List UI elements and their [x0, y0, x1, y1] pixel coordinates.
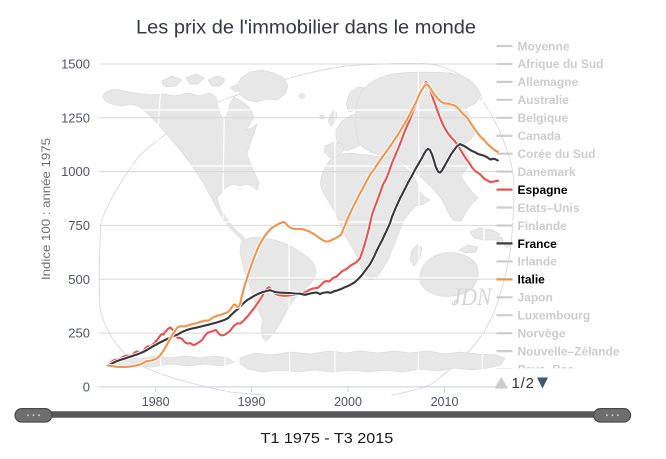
svg-text:1/2: 1/2 [512, 375, 535, 392]
svg-text:T1 1975 - T3 2015: T1 1975 - T3 2015 [261, 430, 394, 447]
svg-text:1980: 1980 [142, 395, 170, 409]
svg-text:Espagne: Espagne [518, 183, 568, 197]
svg-text:Japon: Japon [518, 291, 553, 305]
svg-text:Canada: Canada [518, 129, 562, 143]
svg-text:JDN: JDN [452, 282, 494, 311]
svg-text:France: France [518, 237, 558, 251]
svg-text:Afrique du Sud: Afrique du Sud [518, 57, 604, 71]
svg-text:Australie: Australie [518, 93, 570, 107]
svg-text:1990: 1990 [238, 395, 266, 409]
svg-text:Corée du Sud: Corée du Sud [518, 147, 596, 161]
svg-text:Luxembourg: Luxembourg [518, 309, 591, 323]
svg-text:Belgique: Belgique [518, 111, 569, 125]
svg-text:Les prix de l'immobilier dans: Les prix de l'immobilier dans le monde [136, 17, 476, 39]
svg-text:1000: 1000 [61, 164, 90, 179]
svg-text:Nouvelle–Zélande: Nouvelle–Zélande [518, 344, 620, 358]
svg-text:Finlande: Finlande [518, 219, 568, 233]
svg-text:2010: 2010 [431, 395, 459, 409]
svg-text:Moyenne: Moyenne [518, 39, 570, 53]
svg-text:Etats–Unis: Etats–Unis [518, 201, 580, 215]
svg-text:500: 500 [68, 272, 90, 287]
svg-text:0: 0 [83, 379, 90, 394]
svg-text:Irlande: Irlande [518, 255, 558, 269]
svg-text:1250: 1250 [61, 110, 90, 125]
svg-text:250: 250 [68, 326, 90, 341]
svg-text:Norvège: Norvège [518, 327, 566, 341]
svg-text:Indice 100 : année 1975: Indice 100 : année 1975 [39, 138, 53, 280]
svg-text:1500: 1500 [61, 57, 90, 72]
svg-text:Allemagne: Allemagne [518, 75, 579, 89]
svg-text:Pays–Bas: Pays–Bas [518, 362, 575, 376]
svg-text:Italie: Italie [518, 273, 546, 287]
svg-text:Danemark: Danemark [518, 165, 576, 179]
svg-text:2000: 2000 [334, 395, 362, 409]
svg-text:750: 750 [68, 218, 90, 233]
